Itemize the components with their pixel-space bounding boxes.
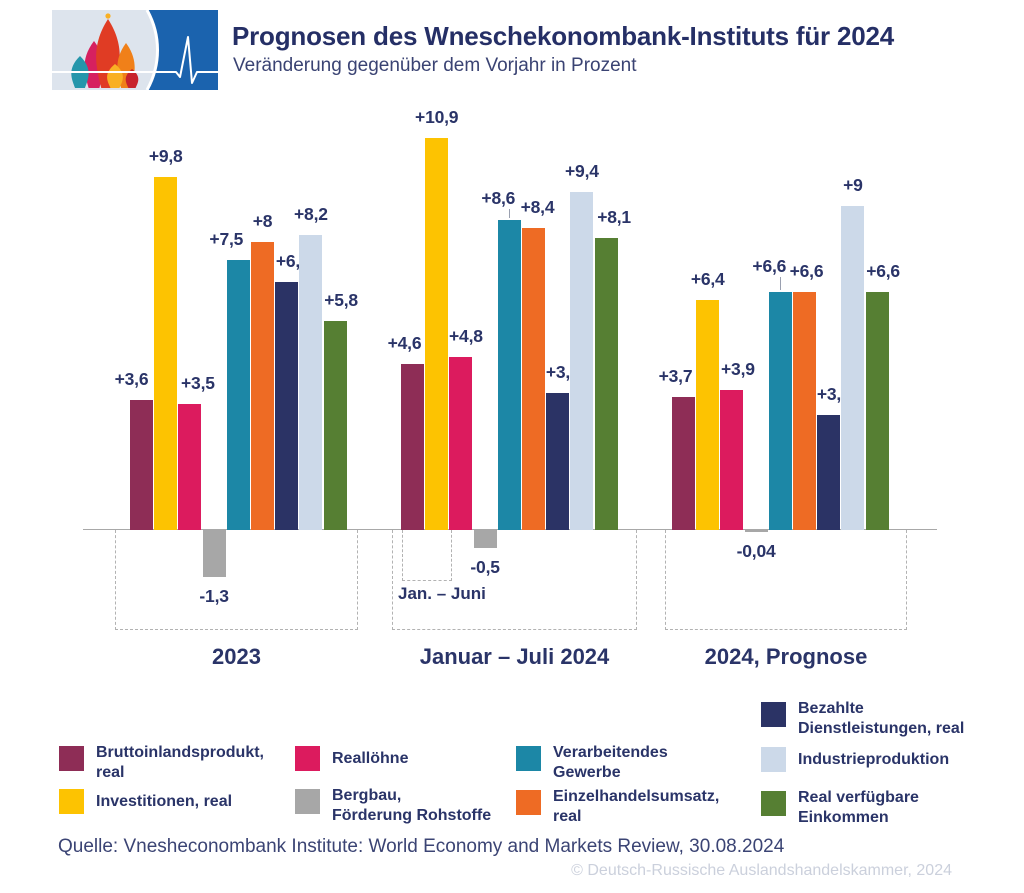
- legend-swatch-industrieproduktion: [761, 747, 786, 772]
- legend-swatch-realloehne: [295, 746, 320, 771]
- value-label-einkommen: +8,1: [597, 207, 631, 228]
- value-label-bergbau: -0,04: [736, 541, 776, 561]
- bar-realloehne: [720, 389, 744, 530]
- jan-juni-annotation: Jan. – Juni: [398, 584, 486, 603]
- value-label-industrieproduktion: +9: [843, 175, 863, 195]
- legend-label-dienstleistungen: Bezahlte Dienstleistungen, real: [798, 700, 965, 737]
- source-note: Quelle: Vnesheconombank Institute: World…: [58, 836, 785, 857]
- legend-label-bergbau: Bergbau, Förderung Rohstoffe: [332, 787, 492, 824]
- legend-label-bip: Bruttoinlandsprodukt, real: [96, 744, 264, 781]
- bar-investitionen: [696, 299, 720, 530]
- jan-juni-box: [402, 530, 452, 581]
- legend-swatch-verarbeitendes-gewerbe: [516, 746, 541, 771]
- legend-swatch-einkommen: [761, 791, 786, 816]
- bar-investitionen: [154, 177, 178, 530]
- value-label-investitionen: +9,8: [148, 146, 183, 167]
- value-label-realloehne: +3,9: [721, 358, 755, 379]
- bar-bergbau: [202, 530, 226, 577]
- value-label-einkommen: +6,6: [866, 261, 900, 282]
- value-label-bergbau: -0,5: [470, 557, 500, 577]
- label-leader-line: [780, 277, 782, 291]
- value-label-realloehne: +4,8: [449, 326, 483, 347]
- logo-blue-panel: [147, 10, 218, 90]
- value-label-verarbeitendes-gewerbe: +8,6: [481, 188, 516, 209]
- legend-label-realloehne: Reallöhne: [332, 749, 409, 767]
- value-label-investitionen: +6,4: [690, 268, 725, 289]
- bar-bergbau: [473, 530, 497, 548]
- bar-bip: [130, 400, 153, 530]
- legend-label-investitionen: Investitionen, real: [96, 792, 233, 810]
- bar-einkommen: [594, 238, 618, 530]
- legend-swatch-einzelhandel: [516, 790, 541, 815]
- value-label-einkommen: +5,8: [324, 290, 358, 311]
- bar-dienstleistungen: [817, 414, 841, 530]
- copyright-watermark: © Deutsch-Russische Auslandshandelskamme…: [571, 862, 952, 879]
- value-label-industrieproduktion: +9,4: [565, 160, 599, 181]
- bar-bip: [672, 396, 695, 530]
- bar-realloehne: [449, 357, 473, 530]
- bar-verarbeitendes-gewerbe: [226, 260, 250, 530]
- value-label-bergbau: -1,3: [199, 585, 229, 606]
- bar-realloehne: [178, 404, 202, 530]
- bar-einzelhandel: [522, 227, 545, 530]
- legend-label-industrieproduktion: Industrieproduktion: [798, 750, 950, 768]
- value-label-einzelhandel: +8: [252, 211, 273, 231]
- legend-label-einkommen: Real verfügbare Einkommen: [798, 789, 919, 826]
- cathedral-icon: [71, 13, 139, 88]
- value-label-verarbeitendes-gewerbe: +6,6: [752, 256, 787, 277]
- value-label-bip: +3,6: [114, 369, 149, 390]
- legend-swatch-dienstleistungen: [761, 702, 786, 727]
- group-label: 2023: [212, 644, 261, 669]
- group-dashed-box: [115, 530, 358, 630]
- legend-label-einzelhandel: Einzelhandelsumsatz, real: [553, 788, 720, 825]
- bar-dienstleistungen: [275, 281, 299, 530]
- bar-industrieproduktion: [841, 206, 865, 530]
- value-label-bip: +4,6: [387, 333, 422, 354]
- value-label-verarbeitendes-gewerbe: +7,5: [209, 229, 244, 249]
- bar-verarbeitendes-gewerbe: [497, 220, 521, 530]
- bar-einzelhandel: [793, 292, 816, 530]
- value-label-einzelhandel: +8,4: [520, 196, 555, 217]
- value-label-realloehne: +3,5: [181, 373, 215, 393]
- logo-divider-arc: [145, 10, 159, 90]
- value-label-investitionen: +10,9: [415, 106, 459, 127]
- chart-title: Prognosen des Wneschekonombank-Instituts…: [232, 21, 894, 51]
- bar-bergbau: [744, 530, 768, 532]
- bar-dienstleistungen: [546, 393, 570, 530]
- group-dashed-box: [392, 530, 637, 630]
- bar-verarbeitendes-gewerbe: [768, 292, 792, 530]
- legend-swatch-bergbau: [295, 789, 320, 814]
- value-label-bip: +3,7: [658, 365, 693, 386]
- legend-swatch-bip: [59, 746, 84, 771]
- bar-bip: [401, 364, 424, 530]
- legend-label-verarbeitendes-gewerbe: Verarbeitendes Gewerbe: [553, 744, 668, 781]
- chart-subtitle: Veränderung gegenüber dem Vorjahr in Pro…: [233, 55, 637, 76]
- bar-einkommen: [865, 292, 889, 530]
- label-leader-line: [509, 209, 511, 219]
- dra-logo: [52, 10, 218, 90]
- legend-swatch-investitionen: [59, 789, 84, 814]
- group-label: Januar – Juli 2024: [419, 644, 610, 669]
- bar-industrieproduktion: [299, 234, 323, 530]
- bar-einzelhandel: [251, 242, 274, 530]
- value-label-einzelhandel: +6,6: [789, 261, 824, 282]
- bar-investitionen: [425, 137, 449, 530]
- bar-industrieproduktion: [570, 191, 594, 530]
- pulse-line-icon: [52, 36, 218, 84]
- group-dashed-box: [665, 530, 907, 630]
- value-label-industrieproduktion: +8,2: [294, 203, 328, 224]
- group-label: 2024, Prognose: [704, 644, 868, 669]
- bar-einkommen: [323, 321, 347, 530]
